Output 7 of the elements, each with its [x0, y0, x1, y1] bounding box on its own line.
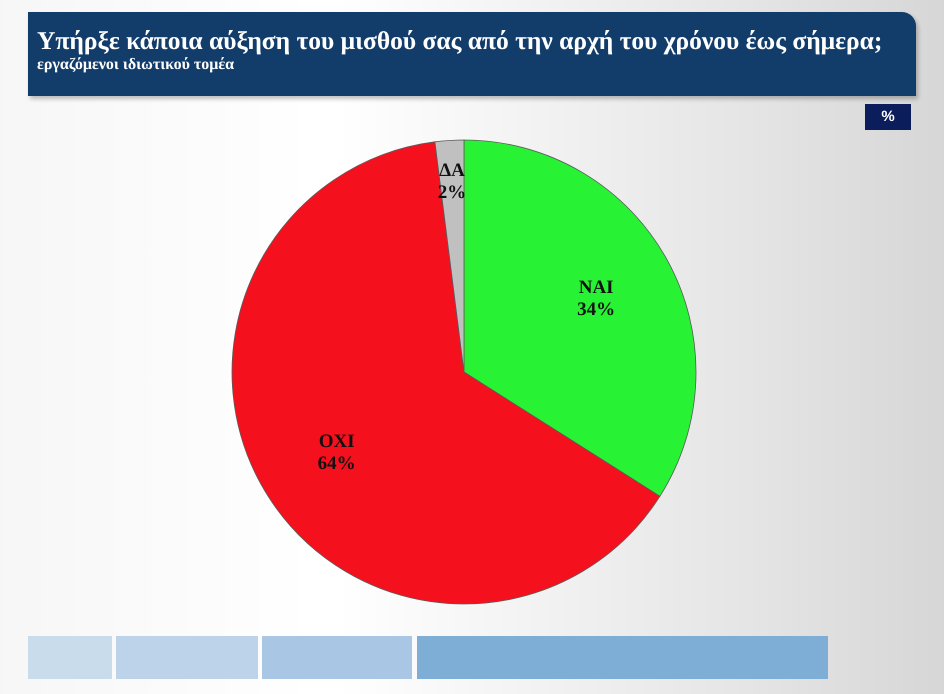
data-label: 64% — [316, 452, 357, 475]
chart-title: Υπήρξε κάποια αύξηση του μισθού σας από την αρχή του χρόνου έως σήμερα; — [37, 26, 882, 56]
slice-label: ΟΧΙ — [318, 430, 356, 453]
chart-subtitle: εργαζόμενοι ιδιωτικού τομέα — [37, 56, 234, 74]
slice-label: ΝΑΙ — [578, 277, 615, 300]
data-label: 34% — [576, 299, 616, 322]
text: % — [865, 104, 911, 130]
